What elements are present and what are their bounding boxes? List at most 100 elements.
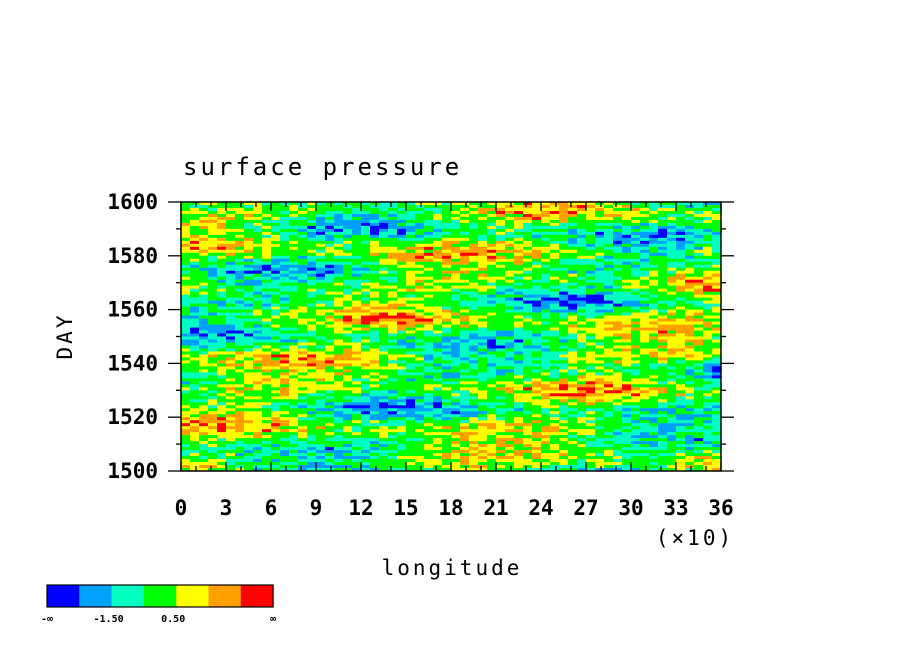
- field-cell: [262, 279, 272, 283]
- field-cell: [289, 228, 299, 233]
- field-cell: [568, 378, 578, 382]
- field-cell: [568, 202, 578, 206]
- field-cell: [244, 402, 254, 406]
- field-cell: [595, 240, 605, 245]
- field-cell: [613, 222, 623, 227]
- field-cell: [415, 264, 425, 269]
- field-cell: [676, 288, 686, 292]
- field-cell: [406, 210, 416, 215]
- field-cell: [622, 252, 632, 257]
- field-cell: [604, 237, 614, 242]
- field-cell: [235, 381, 245, 385]
- field-cell: [280, 276, 290, 281]
- field-cell: [334, 315, 344, 319]
- field-cell: [460, 414, 470, 418]
- field-cell: [523, 375, 533, 379]
- field-cell: [649, 270, 659, 275]
- field-cell: [469, 423, 479, 427]
- field-cell: [235, 312, 245, 316]
- field-cell: [667, 441, 677, 445]
- field-cell: [262, 354, 272, 358]
- field-cell: [685, 306, 695, 310]
- field-cell: [379, 414, 389, 418]
- field-cell: [559, 303, 569, 307]
- field-cell: [307, 249, 317, 254]
- field-cell: [514, 378, 524, 382]
- field-cell: [649, 291, 659, 295]
- field-cell: [649, 384, 659, 388]
- field-cell: [478, 426, 488, 430]
- field-cell: [496, 202, 506, 206]
- field-cell: [595, 420, 605, 424]
- field-cell: [559, 243, 569, 248]
- field-cell: [685, 357, 695, 361]
- field-cell: [208, 330, 218, 334]
- field-cell: [649, 324, 659, 328]
- field-cell: [451, 414, 461, 418]
- field-cell: [235, 228, 245, 233]
- field-cell: [649, 231, 659, 236]
- field-cell: [334, 213, 344, 218]
- field-cell: [667, 249, 677, 254]
- field-cell: [424, 408, 434, 412]
- field-cell: [244, 306, 254, 310]
- field-cell: [406, 291, 416, 295]
- field-cell: [298, 384, 308, 388]
- field-cell: [586, 357, 596, 361]
- field-cell: [694, 255, 704, 260]
- field-cell: [361, 273, 371, 278]
- field-cell: [694, 300, 704, 304]
- field-cell: [190, 321, 200, 325]
- field-cell: [451, 225, 461, 230]
- field-cell: [586, 348, 596, 352]
- field-cell: [370, 411, 380, 415]
- field-cell: [298, 387, 308, 391]
- field-cell: [352, 366, 362, 370]
- field-cell: [487, 363, 497, 367]
- field-cell: [262, 405, 272, 409]
- field-cell: [334, 252, 344, 257]
- field-cell: [676, 234, 686, 239]
- field-cell: [316, 447, 326, 451]
- field-cell: [271, 342, 281, 346]
- field-cell: [631, 384, 641, 388]
- field-cell: [181, 408, 191, 412]
- field-cell: [388, 246, 398, 251]
- field-cell: [550, 219, 560, 224]
- field-cell: [190, 213, 200, 218]
- field-cell: [577, 411, 587, 415]
- field-cell: [271, 381, 281, 385]
- field-cell: [442, 327, 452, 331]
- field-cell: [424, 285, 434, 289]
- field-cell: [469, 387, 479, 391]
- field-cell: [532, 378, 542, 382]
- field-cell: [199, 447, 209, 451]
- field-cell: [595, 399, 605, 403]
- field-cell: [451, 210, 461, 215]
- field-cell: [298, 258, 308, 263]
- field-cell: [523, 246, 533, 251]
- field-cell: [370, 330, 380, 334]
- field-cell: [658, 375, 668, 379]
- field-cell: [523, 408, 533, 412]
- field-cell: [595, 402, 605, 406]
- field-cell: [451, 357, 461, 361]
- field-cell: [460, 285, 470, 289]
- field-cell: [703, 438, 713, 442]
- field-cell: [559, 381, 569, 385]
- field-cell: [631, 405, 641, 409]
- field-cell: [433, 288, 443, 292]
- field-cell: [433, 270, 443, 275]
- field-cell: [613, 213, 623, 218]
- field-cell: [712, 381, 722, 385]
- field-cell: [532, 291, 542, 295]
- field-cell: [406, 276, 416, 281]
- field-cell: [388, 342, 398, 346]
- field-cell: [676, 444, 686, 448]
- field-cell: [199, 207, 209, 212]
- field-cell: [712, 348, 722, 352]
- field-cell: [550, 360, 560, 364]
- field-cell: [577, 222, 587, 227]
- field-cell: [280, 330, 290, 334]
- field-cell: [352, 294, 362, 298]
